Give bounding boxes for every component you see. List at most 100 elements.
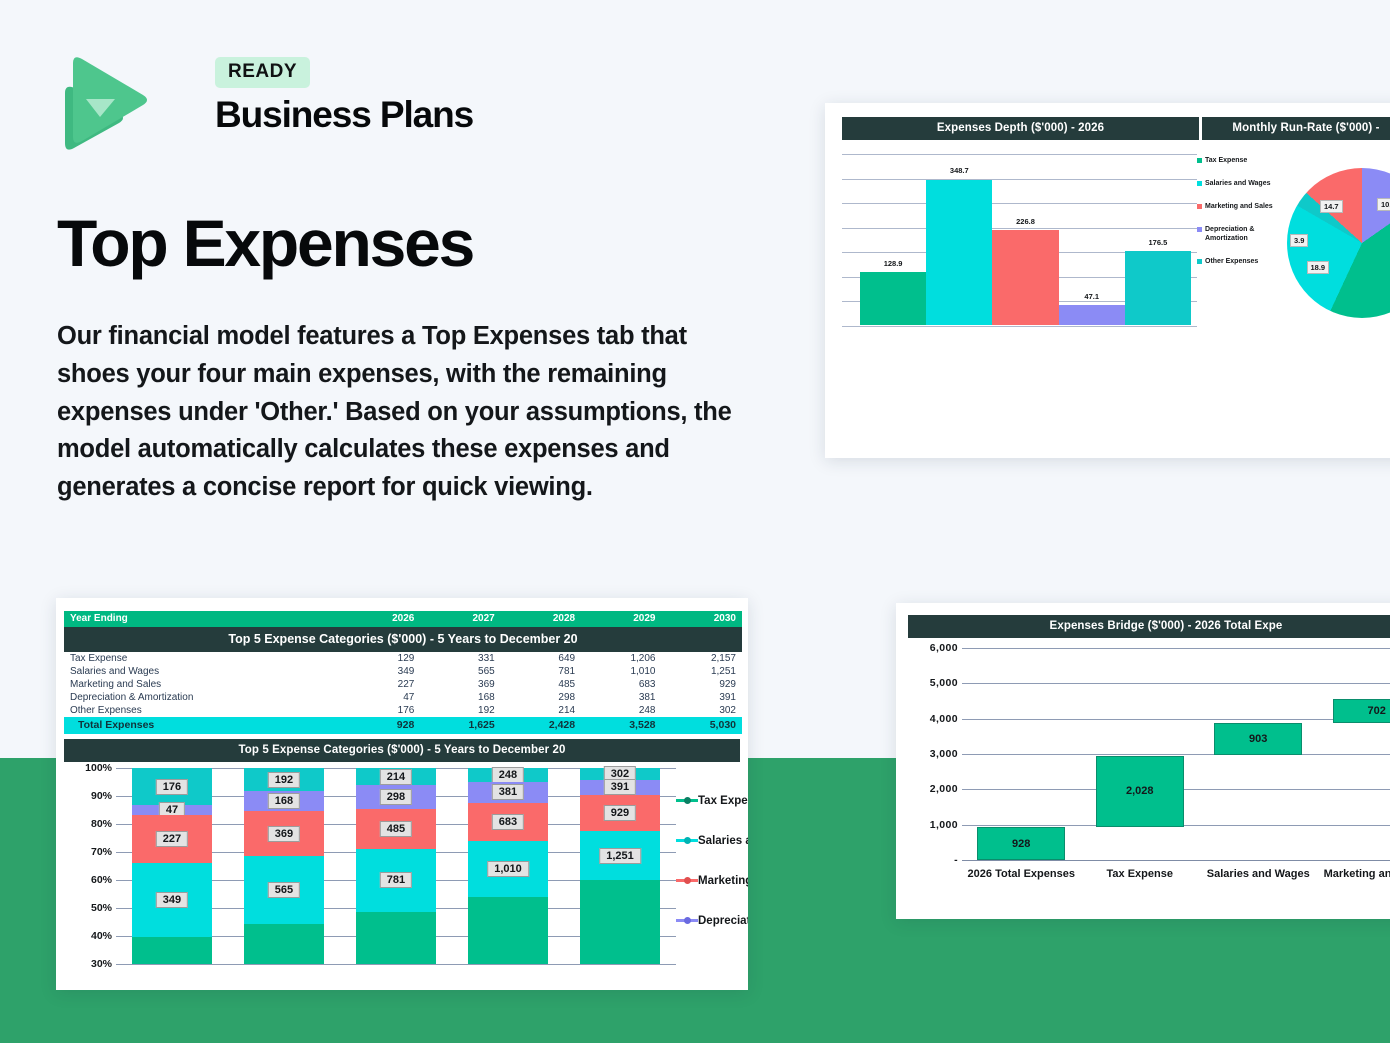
total-cell: 1,625 xyxy=(420,717,501,734)
bar-value-label: 226.8 xyxy=(1016,217,1035,227)
segment-value: 381 xyxy=(491,784,525,801)
cell: 349 xyxy=(397,666,415,677)
panel-b-inner: Top 5 Expense Categories ($'000) - 5 Yea… xyxy=(56,598,748,990)
legend-label: Tax Expense xyxy=(698,795,748,807)
segment-value: 929 xyxy=(603,805,637,822)
segment-salaries-wages: 1,251 xyxy=(579,831,661,881)
cell: 649 xyxy=(558,653,576,664)
expenses-depth-panel[interactable]: Expenses Depth ($'000) - 2026 Monthly Ru… xyxy=(825,103,1390,458)
pie-label-other: 3.9 xyxy=(1290,234,1309,247)
stacked-column-2029[interactable]: 248 381 683 1,010 xyxy=(452,766,564,964)
legend-label: Salaries and Wages xyxy=(698,835,748,847)
column-header-2027: 2027 xyxy=(420,611,501,627)
segment-value: 1,010 xyxy=(487,860,529,877)
segment-value: 683 xyxy=(491,813,525,830)
table-row[interactable]: Tax Expense 129 331 649 1,206 2,157 xyxy=(64,652,742,665)
cell: 781 xyxy=(558,666,576,677)
bar-depreciation-amortization: 47.1 xyxy=(1058,154,1125,325)
segment-value: 565 xyxy=(267,881,301,898)
segment-depreciation: 381 xyxy=(467,781,549,803)
monthly-run-rate-pie-chart: 10.7 18.9 3.9 14.7 xyxy=(1287,168,1390,318)
segment-depreciation: 391 xyxy=(579,779,661,796)
waterfall-value: 903 xyxy=(1249,733,1268,746)
table-row[interactable]: Marketing and Sales 227 369 485 683 929 xyxy=(64,678,742,691)
expenses-bridge-title: Expenses Bridge ($'000) - 2026 Total Exp… xyxy=(908,615,1390,638)
y-tick: 80% xyxy=(90,817,112,830)
panel-a-header-row: Expenses Depth ($'000) - 2026 Monthly Ru… xyxy=(825,103,1390,140)
segment-value: 391 xyxy=(603,779,637,796)
cell: 485 xyxy=(558,679,576,690)
top5-expense-categories-panel[interactable]: Top 5 Expense Categories ($'000) - 5 Yea… xyxy=(56,598,748,990)
cell: 248 xyxy=(638,705,656,716)
panel-c-inner: Expenses Bridge ($'000) - 2026 Total Exp… xyxy=(896,603,1390,903)
segment-marketing-sales: 485 xyxy=(355,809,437,849)
legend-item: Depreciation & Amortization xyxy=(1197,225,1283,243)
stacked-column-2027[interactable]: 192 168 369 565 xyxy=(228,768,340,964)
bar-other-expenses: 176.5 xyxy=(1124,154,1192,325)
table-row[interactable]: Other Expenses 176 192 214 248 302 xyxy=(64,704,742,717)
bar-marketing-sales: 226.8 xyxy=(992,154,1059,325)
segment-salaries-wages: 565 xyxy=(243,855,325,924)
y-tick: 100% xyxy=(85,762,112,774)
y-tick: 40% xyxy=(90,929,112,942)
segment-depreciation: 298 xyxy=(355,785,437,810)
expenses-bridge-panel[interactable]: Expenses Bridge ($'000) - 2026 Total Exp… xyxy=(896,603,1390,919)
segment-value: 349 xyxy=(155,891,189,908)
brand-logo-text: READY Business Plans xyxy=(215,57,474,136)
cell: 192 xyxy=(478,705,495,716)
table-title-row: Top 5 Expense Categories ($'000) - 5 Yea… xyxy=(64,627,742,652)
segment-value: 176 xyxy=(155,778,189,795)
legend-line-icon xyxy=(676,877,698,884)
legend-swatch-icon xyxy=(1197,259,1202,264)
cell: 227 xyxy=(397,679,415,690)
column-header-2029: 2029 xyxy=(581,611,662,627)
waterfall-plot: 928 2026 Total Expenses 2,028 Tax Expens… xyxy=(962,648,1390,880)
bar-value-label: 47.1 xyxy=(1084,292,1100,302)
segment-tax-expense xyxy=(467,896,549,964)
cell: 2,157 xyxy=(710,653,736,664)
segment-salaries-wages: 781 xyxy=(355,848,437,912)
waterfall-col-tax-expense[interactable]: 2,028 Tax Expense xyxy=(1081,648,1200,880)
waterfall-value: 702 xyxy=(1367,705,1386,718)
column-header-2028: 2028 xyxy=(500,611,582,627)
panel-a-body: 128.9 348.7 226.8 47.1 xyxy=(825,148,1390,328)
segment-marketing-sales: 369 xyxy=(243,811,325,856)
table-row[interactable]: Salaries and Wages 349 565 781 1,010 1,2… xyxy=(64,665,742,678)
segment-value: 298 xyxy=(379,789,413,806)
column-header-2026: 2026 xyxy=(348,611,421,627)
legend-label: Depreciation & Amortization xyxy=(698,915,748,927)
pie-label-marketing: 14.7 xyxy=(1320,199,1343,213)
cell: 565 xyxy=(478,666,495,677)
legend-item: Tax Expense xyxy=(676,794,748,808)
stacked-column-2028[interactable]: 214 298 485 781 xyxy=(340,768,452,964)
segment-tax-expense xyxy=(243,924,325,964)
stacked-column-2030[interactable]: 302 391 929 1,251 xyxy=(564,765,676,964)
x-tick: Marketing and Sales xyxy=(1323,868,1390,880)
stacked-column-2026[interactable]: 176 47 227 349 xyxy=(116,768,228,964)
cell: 298 xyxy=(558,692,576,703)
monthly-run-rate-title: Monthly Run-Rate ($'000) - xyxy=(1202,117,1390,140)
total-cell: 928 xyxy=(348,717,421,734)
cell: 168 xyxy=(478,692,495,703)
cell: 129 xyxy=(397,653,415,664)
table-head: Year Ending 2026 2027 2028 2029 2030 xyxy=(64,611,742,627)
stacked-chart-plot: 176 47 227 349 192 168 369 xyxy=(116,765,676,965)
segment-salaries-wages: 1,010 xyxy=(467,840,549,897)
expense-category-table[interactable]: Top 5 Expense Categories ($'000) - 5 Yea… xyxy=(64,611,742,734)
waterfall-col-total-expenses[interactable]: 928 2026 Total Expenses xyxy=(962,648,1081,880)
legend-label: Tax Expense xyxy=(1205,157,1248,164)
segment-depreciation: 168 xyxy=(243,791,325,812)
bar-value-label: 348.7 xyxy=(949,166,969,176)
waterfall-col-marketing-sales[interactable]: 702 Marketing and Sales xyxy=(1318,648,1390,880)
bar-chart-bars: 128.9 348.7 226.8 47.1 xyxy=(860,154,1192,325)
row-label: Marketing and Sales xyxy=(70,679,162,690)
legend-label: Depreciation & Amortization xyxy=(1205,226,1255,242)
table-row[interactable]: Depreciation & Amortization 47 168 298 3… xyxy=(64,691,742,704)
waterfall-col-salaries-wages[interactable]: 903 Salaries and Wages xyxy=(1199,648,1318,880)
stacked-columns: 176 47 227 349 192 168 369 xyxy=(116,765,676,964)
y-tick: 2,000 xyxy=(929,783,958,796)
waterfall-bar: 2,028 xyxy=(1095,755,1184,828)
segment-value: 369 xyxy=(267,825,301,842)
cell: 369 xyxy=(478,679,495,690)
